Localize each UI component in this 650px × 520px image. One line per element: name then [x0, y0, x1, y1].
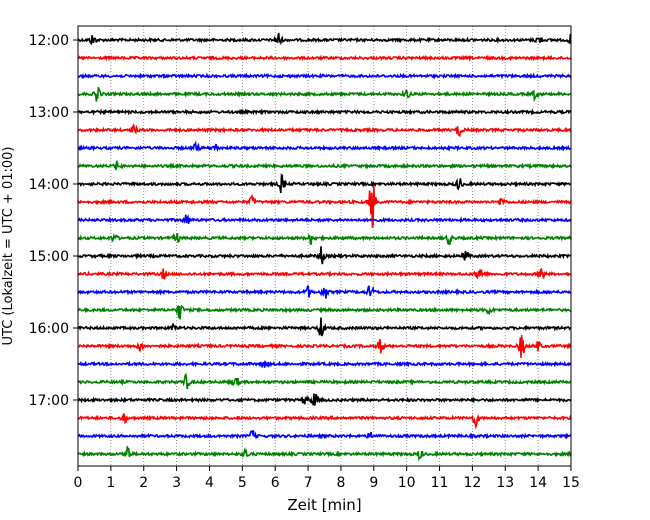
trace-1600 — [77, 317, 572, 337]
x-tick-label: 3 — [172, 475, 181, 491]
trace-1430 — [77, 213, 572, 225]
trace-1415 — [77, 185, 572, 228]
trace-1315 — [77, 123, 572, 138]
x-tick-label: 8 — [336, 475, 345, 491]
trace-1330 — [77, 140, 572, 153]
x-tick-label: 11 — [431, 475, 449, 491]
x-tick-label: 2 — [139, 475, 148, 491]
trace-1400 — [77, 173, 572, 194]
y-axis-label: UTC (Lokalzeit = UTC + 01:00) — [1, 147, 16, 346]
x-tick-label: 1 — [106, 475, 115, 491]
trace-1345 — [77, 160, 571, 171]
plot-frame — [77, 25, 572, 467]
trace-1700 — [77, 393, 572, 406]
x-axis-label: Zeit [min] — [287, 496, 361, 514]
x-tick-label: 0 — [74, 475, 83, 491]
trace-1515 — [77, 268, 572, 280]
x-tick-label: 12 — [463, 475, 481, 491]
x-axis: 0 1 2 3 4 5 6 7 8 9 10 11 12 13 14 15 — [74, 466, 580, 491]
y-tick-label: 15:00 — [29, 249, 69, 265]
trace-1545 — [77, 304, 572, 320]
grid — [110, 26, 539, 466]
trace-1715 — [78, 413, 572, 430]
x-tick-label: 10 — [398, 475, 416, 491]
y-tick-label: 16:00 — [29, 321, 69, 337]
trace-1500 — [77, 246, 572, 265]
trace-1645 — [77, 372, 572, 390]
y-tick-label: 14:00 — [29, 177, 69, 193]
x-tick-label: 6 — [271, 475, 280, 491]
y-tick-label: 12:00 — [29, 33, 69, 49]
y-tick-label: 17:00 — [29, 393, 69, 409]
x-tick-label: 13 — [496, 475, 514, 491]
x-tick-label: 7 — [304, 475, 313, 491]
y-axis: 12:00 13:00 14:00 15:00 16:00 17:00 — [29, 33, 78, 409]
trace-1745 — [77, 446, 572, 462]
trace-1530 — [77, 285, 572, 299]
trace-1630 — [77, 360, 572, 369]
trace-1615 — [77, 335, 572, 358]
trace-1445 — [77, 232, 572, 246]
traces — [77, 32, 572, 462]
trace-1200 — [77, 32, 572, 46]
x-tick-label: 4 — [205, 475, 214, 491]
x-tick-label: 14 — [529, 475, 547, 491]
x-tick-label: 15 — [562, 475, 580, 491]
x-tick-label: 5 — [238, 475, 247, 491]
trace-1215 — [77, 54, 572, 62]
trace-1300 — [77, 108, 572, 116]
trace-1230 — [77, 72, 572, 80]
trace-1730 — [77, 430, 572, 440]
x-tick-label: 9 — [369, 475, 378, 491]
y-tick-label: 13:00 — [29, 105, 69, 121]
trace-1245 — [77, 86, 572, 103]
